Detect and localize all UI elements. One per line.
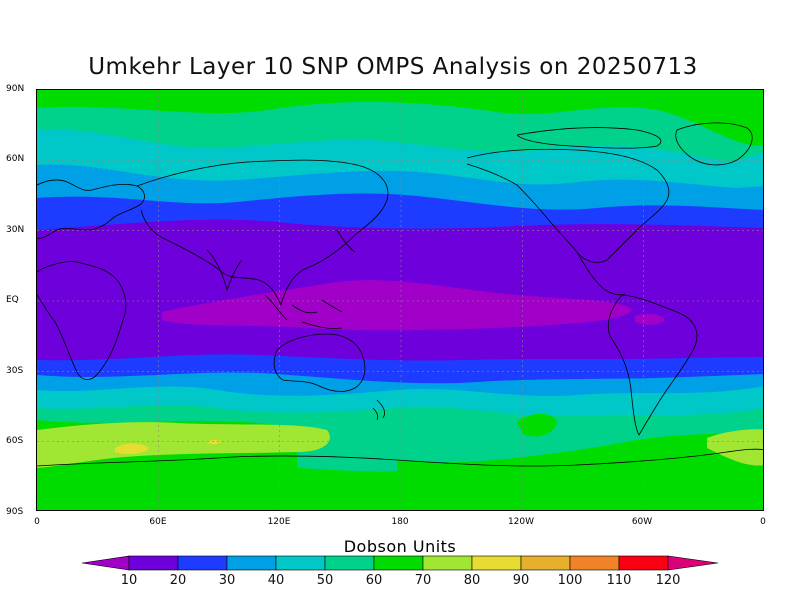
lon-label-0-right: 0 — [760, 517, 766, 527]
band-80-90 — [115, 443, 149, 455]
colorbar-cell-under-10 — [81, 555, 130, 571]
colorbar-label-20: 20 — [169, 573, 187, 588]
band-60-70-south-3 — [37, 463, 417, 510]
colorbar-cell-50 — [324, 555, 375, 571]
colorbar-cell-90 — [520, 555, 571, 571]
lon-label-60w: 60W — [631, 517, 653, 527]
colorbar-cell-70 — [422, 555, 473, 571]
map-title: Umkehr Layer 10 SNP OMPS Analysis on 202… — [88, 54, 698, 80]
colorbar-cell-110 — [618, 555, 669, 571]
colorbar-label-60: 60 — [365, 573, 383, 588]
lat-label-90s: 90S — [6, 507, 24, 517]
colorbar-cell-100 — [569, 555, 620, 571]
lon-label-120e: 120E — [267, 517, 291, 527]
units-label: Dobson Units — [343, 537, 457, 556]
colorbar-cell-20 — [177, 555, 228, 571]
band-60-70-blob — [517, 413, 557, 437]
lat-label-90n: 90N — [6, 84, 25, 94]
colorbar-label-100: 100 — [557, 573, 583, 588]
colorbar-cell-60 — [373, 555, 424, 571]
colorbar-cell-40 — [275, 555, 326, 571]
lon-label-180: 180 — [391, 517, 409, 527]
colorbar-label-90: 90 — [512, 573, 530, 588]
lon-label-60e: 60E — [149, 517, 167, 527]
grid-lines — [37, 90, 763, 510]
lon-label-0: 0 — [34, 517, 40, 527]
colorbar-label-10: 10 — [120, 573, 138, 588]
lat-label-30s: 30S — [6, 366, 24, 376]
colorbar-label-40: 40 — [267, 573, 285, 588]
ozone-map — [36, 89, 764, 511]
lat-label-30n: 30N — [6, 225, 25, 235]
colorbar-label-70: 70 — [414, 573, 432, 588]
colorbar-cell-80 — [471, 555, 522, 571]
colorbar-cell-30 — [226, 555, 277, 571]
coastlines — [37, 122, 763, 467]
colorbar-label-50: 50 — [316, 573, 334, 588]
ozone-field — [37, 90, 763, 510]
colorbar-label-80: 80 — [463, 573, 481, 588]
colorbar-label-120: 120 — [655, 573, 681, 588]
band-under-10-patch — [635, 313, 665, 325]
band-under-10 — [162, 280, 632, 331]
lat-label-eq: EQ — [6, 295, 19, 305]
lat-label-60s: 60S — [6, 436, 24, 446]
lon-label-120w: 120W — [507, 517, 535, 527]
band-60-70-south-2 — [397, 430, 763, 510]
band-70-80-south — [37, 422, 330, 468]
colorbar-cell-10 — [128, 555, 179, 571]
colorbar-cell-over-120 — [667, 555, 719, 571]
band-70-80-south-2 — [707, 429, 763, 466]
colorbar-label-30: 30 — [218, 573, 236, 588]
lat-label-60n: 60N — [6, 154, 25, 164]
colorbar-label-110: 110 — [606, 573, 632, 588]
